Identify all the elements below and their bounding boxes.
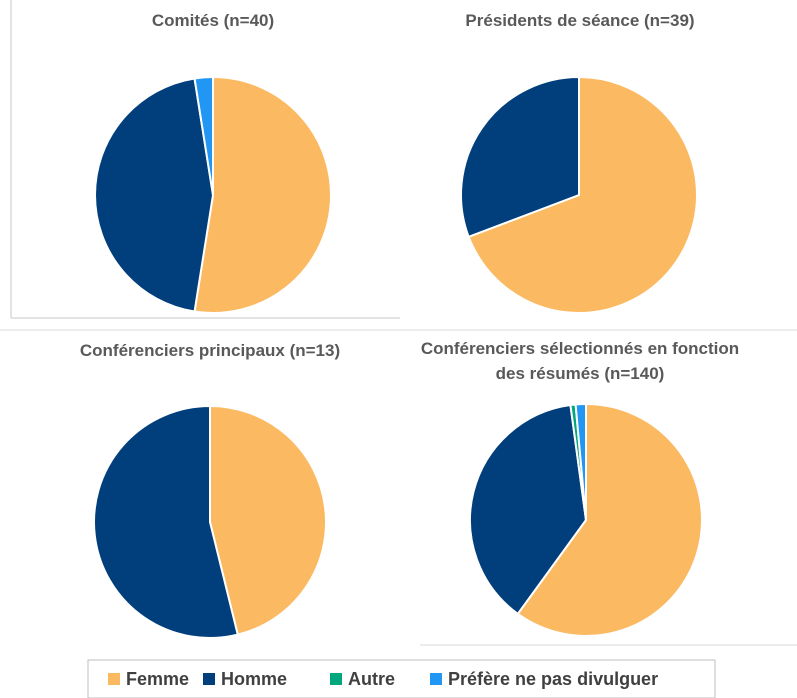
legend-swatch	[330, 673, 342, 685]
pie-slice	[209, 404, 327, 636]
legend-swatch	[203, 673, 215, 685]
legend-swatch	[430, 673, 442, 685]
chart-title-box: Comités (n=40)	[151, 11, 275, 30]
chart-title-box: Présidents de séance (n=39)	[465, 11, 695, 30]
legend-swatch	[108, 673, 120, 685]
legend-label: Autre	[348, 669, 395, 689]
legend-label: Homme	[221, 669, 287, 689]
chart-title-box: Conférenciers sélectionnés en fonction d…	[420, 339, 740, 383]
legend-label: Femme	[126, 669, 189, 689]
chart-title-box: Conférenciers principaux (n=13)	[79, 341, 341, 360]
chart-title: Comités (n=40)	[151, 11, 275, 30]
pie-slice	[469, 403, 588, 616]
pie-slice	[516, 402, 703, 637]
pie-slice	[193, 75, 214, 196]
legend-box	[87, 659, 716, 698]
chart-title: Présidents de séance (n=39)	[465, 11, 695, 30]
pie-slice	[574, 402, 587, 521]
pie-slice	[193, 75, 332, 314]
chart-title: Conférenciers principaux (n=13)	[79, 341, 341, 360]
pie-slice	[94, 77, 215, 313]
legend-label: Préfère ne pas divulguer	[448, 669, 658, 689]
chart-title: Conférenciers sélectionnés en fonction d…	[420, 339, 740, 383]
pie-slice	[467, 75, 698, 314]
pie-slice	[93, 404, 239, 639]
pie-slice	[460, 75, 580, 239]
